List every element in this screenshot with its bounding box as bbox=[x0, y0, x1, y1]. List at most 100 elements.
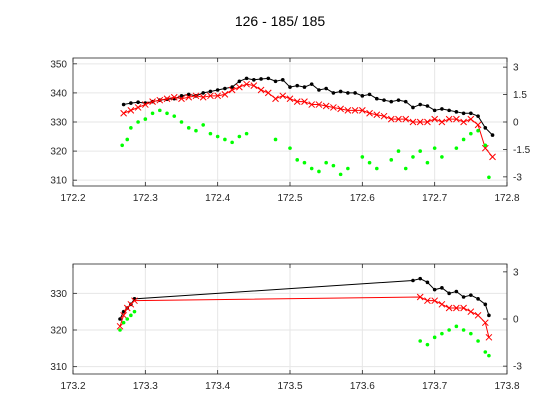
data-point-x bbox=[293, 98, 301, 105]
data-point-x bbox=[272, 95, 279, 103]
data-point bbox=[425, 104, 430, 108]
x-tick-label: 172.7 bbox=[422, 193, 447, 204]
data-point-x bbox=[192, 92, 200, 100]
data-point-x bbox=[127, 107, 135, 114]
data-point bbox=[194, 128, 198, 133]
data-point bbox=[440, 155, 444, 159]
x-tick-label: 173.5 bbox=[277, 381, 302, 392]
data-point bbox=[215, 88, 220, 92]
x-tick-label: 173.6 bbox=[350, 381, 375, 392]
data-point-x bbox=[120, 311, 127, 319]
y-tick-label: 350 bbox=[50, 59, 67, 70]
data-point bbox=[469, 131, 473, 136]
data-point-x bbox=[286, 95, 294, 103]
data-point bbox=[302, 85, 307, 89]
data-point bbox=[125, 317, 130, 321]
x-tick-label: 172.3 bbox=[133, 193, 158, 204]
data-point bbox=[324, 86, 328, 91]
y-right-tick-label: -1.5 bbox=[513, 145, 531, 156]
x-tick-label: 173.3 bbox=[133, 381, 158, 392]
data-point bbox=[150, 111, 155, 116]
data-point bbox=[432, 146, 437, 150]
data-point bbox=[454, 110, 459, 114]
data-point-x bbox=[366, 109, 373, 117]
data-point-x bbox=[141, 101, 149, 108]
data-point bbox=[266, 76, 271, 81]
data-point-x bbox=[322, 102, 330, 110]
data-point-x bbox=[185, 93, 193, 101]
data-point-x bbox=[236, 83, 243, 91]
data-point bbox=[317, 169, 321, 174]
data-point bbox=[367, 92, 372, 97]
data-point bbox=[476, 297, 480, 301]
data-point-x bbox=[387, 115, 395, 123]
data-point-x bbox=[337, 105, 344, 113]
data-point-x bbox=[467, 308, 475, 316]
data-point bbox=[186, 92, 191, 97]
y-tick-label: 320 bbox=[50, 147, 67, 158]
data-point bbox=[288, 146, 292, 150]
data-point-x bbox=[424, 297, 431, 305]
data-point-x bbox=[199, 93, 207, 101]
data-point bbox=[295, 158, 300, 162]
data-point-x bbox=[453, 304, 460, 312]
data-point-x bbox=[358, 107, 366, 114]
data-point bbox=[223, 137, 227, 142]
data-point-x bbox=[445, 115, 453, 123]
data-point-x bbox=[481, 319, 489, 327]
data-point bbox=[440, 107, 444, 111]
data-point bbox=[454, 289, 459, 294]
x-tick-label: 173.8 bbox=[494, 381, 519, 392]
x-tick-label: 172.6 bbox=[350, 193, 375, 204]
data-point bbox=[396, 149, 401, 153]
data-point bbox=[208, 131, 213, 136]
data-point bbox=[215, 134, 220, 139]
data-point-x bbox=[243, 80, 250, 88]
data-point-x bbox=[416, 293, 424, 301]
x-tick-label: 173.2 bbox=[60, 381, 85, 392]
data-point bbox=[454, 146, 459, 150]
data-point-x bbox=[163, 95, 171, 103]
data-point bbox=[129, 126, 133, 130]
data-point-x bbox=[424, 118, 431, 126]
data-point bbox=[382, 98, 386, 102]
data-point bbox=[324, 160, 328, 165]
data-point bbox=[411, 155, 415, 159]
data-point bbox=[389, 99, 394, 104]
data-point bbox=[461, 328, 466, 332]
data-point bbox=[375, 166, 379, 171]
y-right-tick-label: 3 bbox=[513, 63, 519, 74]
x-tick-label: 173.7 bbox=[422, 381, 447, 392]
data-point-x bbox=[250, 82, 258, 89]
data-point bbox=[331, 163, 336, 168]
data-point bbox=[403, 166, 408, 171]
data-point bbox=[302, 160, 307, 165]
data-point-x bbox=[416, 118, 424, 126]
data-point bbox=[411, 105, 415, 110]
data-point bbox=[487, 313, 491, 318]
data-point bbox=[425, 280, 430, 285]
data-point-x bbox=[257, 86, 265, 94]
data-point bbox=[440, 286, 444, 290]
data-point bbox=[259, 77, 263, 81]
data-point bbox=[425, 342, 430, 347]
data-point-x bbox=[453, 115, 460, 123]
y-tick-label: 340 bbox=[50, 88, 67, 99]
data-point-x bbox=[344, 107, 352, 114]
data-point bbox=[454, 324, 459, 329]
data-point bbox=[418, 276, 423, 281]
data-point bbox=[201, 123, 205, 127]
series-line bbox=[123, 77, 493, 136]
data-point bbox=[432, 108, 437, 113]
data-point-x bbox=[351, 107, 359, 114]
data-point bbox=[418, 102, 423, 107]
data-point bbox=[425, 160, 430, 165]
data-point bbox=[179, 94, 184, 98]
data-point-x bbox=[373, 111, 381, 119]
data-point bbox=[288, 85, 292, 89]
data-point bbox=[136, 100, 140, 105]
data-point bbox=[447, 328, 451, 332]
y-tick-label: 320 bbox=[50, 326, 67, 337]
data-point bbox=[469, 111, 473, 116]
data-point bbox=[476, 114, 480, 118]
